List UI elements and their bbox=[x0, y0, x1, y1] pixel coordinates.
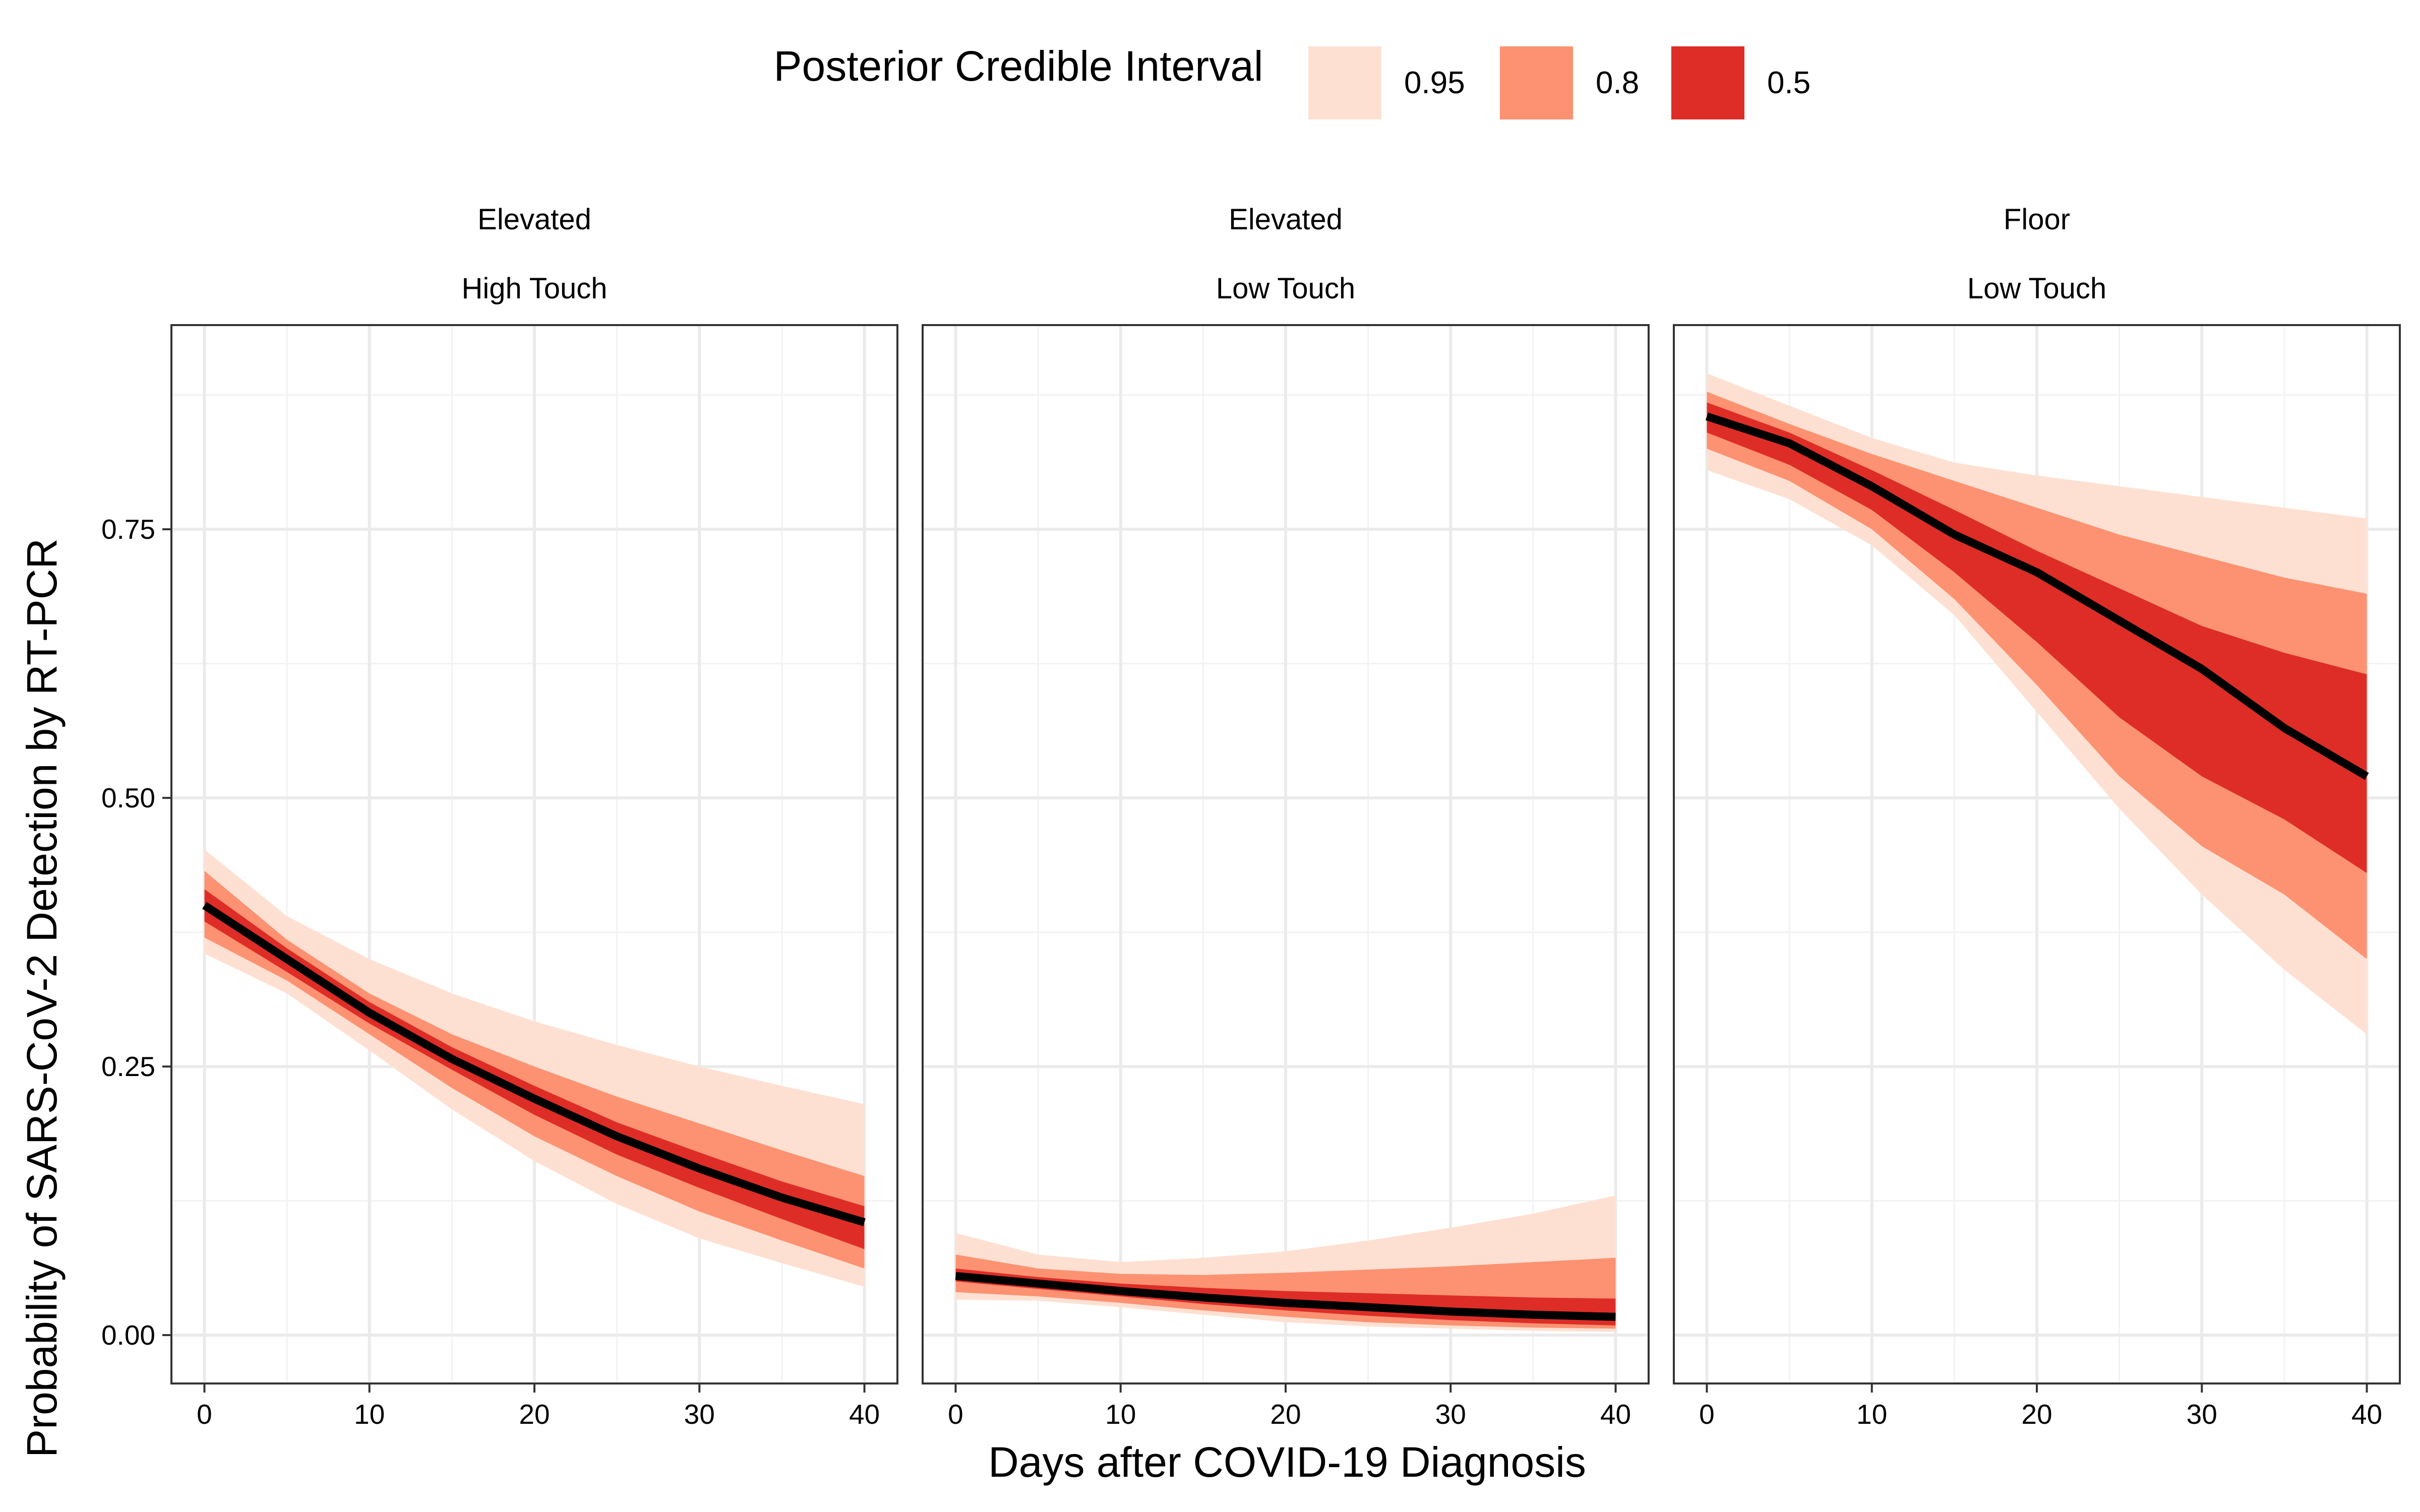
x-tick-label: 0 bbox=[948, 1399, 963, 1430]
legend-label: 0.8 bbox=[1596, 66, 1639, 100]
legend: Posterior Credible Interval 0.95 0.8 0.5 bbox=[773, 42, 1810, 119]
y-tick-label: 0.75 bbox=[101, 514, 155, 545]
y-tick-label: 0.50 bbox=[101, 782, 155, 813]
strip-label-top: Floor bbox=[2004, 203, 2070, 236]
strip-label-top: Elevated bbox=[1229, 203, 1343, 236]
x-tick-label: 0 bbox=[1699, 1399, 1715, 1430]
strip-label-bottom: Low Touch bbox=[1967, 272, 2106, 305]
legend-entry-0-95: 0.95 bbox=[1308, 46, 1465, 119]
median-line bbox=[955, 1272, 1616, 1321]
y-tick-label: 0.25 bbox=[101, 1051, 155, 1082]
x-tick-label: 10 bbox=[1105, 1399, 1136, 1430]
strip-label-top: Elevated bbox=[477, 203, 591, 236]
legend-entry-0-8: 0.8 bbox=[1500, 46, 1639, 119]
strip-label-bottom: Low Touch bbox=[1216, 272, 1355, 305]
legend-label: 0.95 bbox=[1404, 66, 1465, 100]
x-tick-label: 10 bbox=[1856, 1399, 1887, 1430]
ribbon-50 bbox=[1707, 402, 2367, 873]
x-tick-label: 20 bbox=[2021, 1399, 2052, 1430]
legend-swatch bbox=[1671, 46, 1744, 119]
x-tick-label: 40 bbox=[2351, 1399, 2382, 1430]
legend-title: Posterior Credible Interval bbox=[773, 42, 1263, 90]
median-line bbox=[202, 902, 866, 1226]
y-tick-label: 0.00 bbox=[101, 1319, 155, 1351]
strip-label-bottom: High Touch bbox=[461, 272, 607, 305]
legend-label: 0.5 bbox=[1767, 66, 1810, 100]
x-tick-label: 20 bbox=[519, 1399, 550, 1430]
legend-entry-0-5: 0.5 bbox=[1671, 46, 1810, 119]
legend-swatch bbox=[1500, 46, 1573, 119]
legend-swatch bbox=[1308, 46, 1381, 119]
y-axis-title: Probability of SARS-CoV-2 Detection by R… bbox=[18, 538, 66, 1458]
x-tick-label: 10 bbox=[354, 1399, 385, 1430]
x-tick-label: 30 bbox=[1435, 1399, 1466, 1430]
median-line bbox=[1706, 412, 2369, 780]
x-axis-title: Days after COVID-19 Diagnosis bbox=[988, 1438, 1586, 1486]
x-tick-label: 0 bbox=[197, 1399, 212, 1430]
panel-1: Elevated High Touch 0 10 20 30 40 0.00 0.25 0.50 0… bbox=[101, 203, 898, 1430]
ribbon-80 bbox=[1707, 392, 2367, 959]
ribbon-50 bbox=[204, 889, 865, 1249]
panel-3: Floor Low Touch 0 10 20 30 40 bbox=[1673, 203, 2401, 1430]
x-tick-label: 30 bbox=[684, 1399, 715, 1430]
ribbon-95 bbox=[1707, 373, 2367, 1035]
panel-2: Elevated Low Touch 0 10 20 30 40 bbox=[922, 203, 1650, 1430]
x-tick-label: 30 bbox=[2187, 1399, 2217, 1430]
x-tick-label: 40 bbox=[849, 1399, 880, 1430]
x-tick-label: 20 bbox=[1270, 1399, 1301, 1430]
x-tick-label: 40 bbox=[1600, 1399, 1631, 1430]
